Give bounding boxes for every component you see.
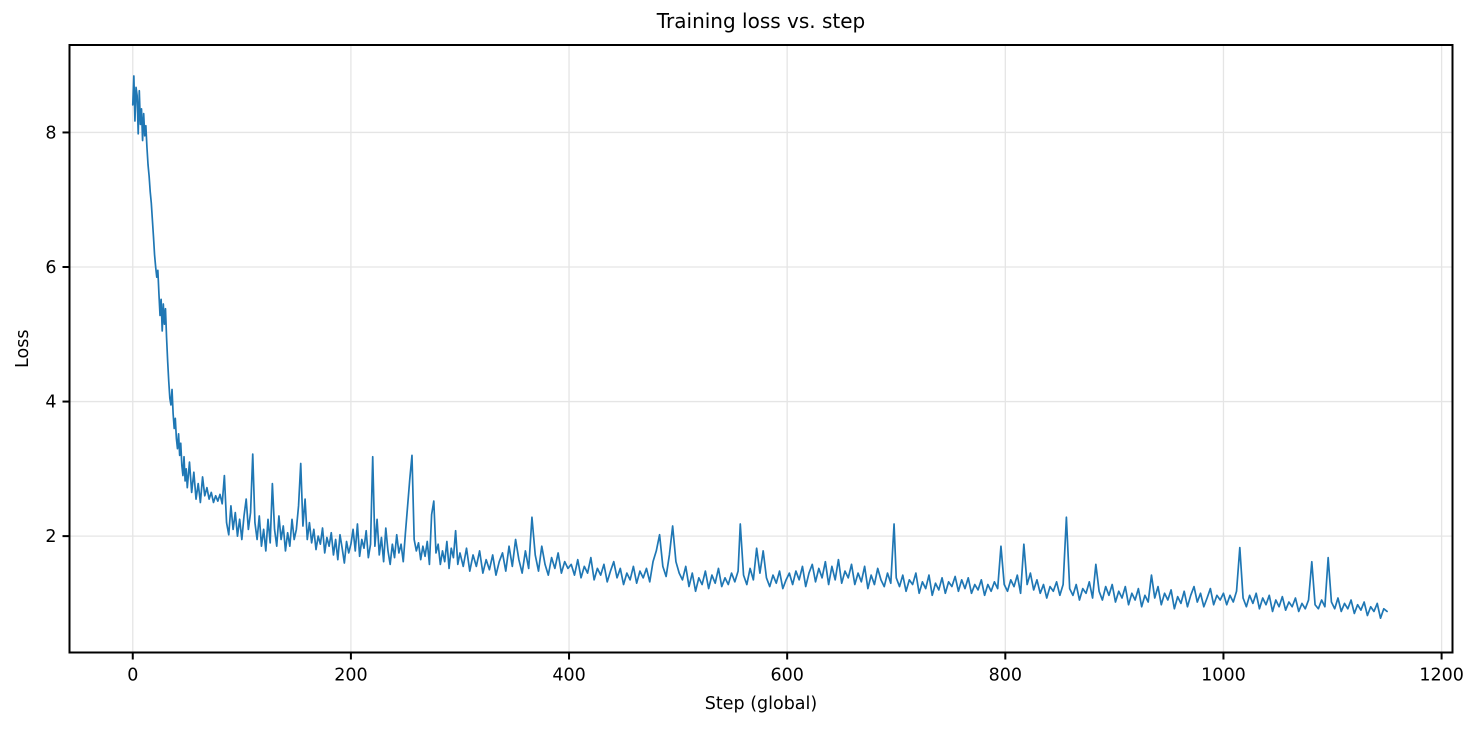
x-tick-label: 600 xyxy=(770,666,803,686)
y-tick-label: 6 xyxy=(45,258,56,278)
x-tick-label: 800 xyxy=(989,666,1022,686)
x-axis-label: Step (global) xyxy=(705,694,817,714)
y-axis-label: Loss xyxy=(13,330,33,368)
x-tick-label: 1000 xyxy=(1201,666,1246,686)
x-tick-label: 400 xyxy=(552,666,585,686)
x-tick-label: 1200 xyxy=(1419,666,1464,686)
x-tick-label: 200 xyxy=(334,666,367,686)
plot-border xyxy=(68,44,1454,654)
x-tick-label: 0 xyxy=(127,666,138,686)
tick-label-layer: 0 200 400 600 800 1000 1200 2 4 6 8 xyxy=(45,123,1464,685)
chart-title: Training loss vs. step xyxy=(656,9,866,33)
y-tick-label: 2 xyxy=(45,527,56,547)
grid-layer xyxy=(69,45,1453,653)
tick-layer xyxy=(62,131,1443,660)
loss-line xyxy=(131,75,1388,620)
series-layer xyxy=(131,75,1388,620)
y-tick-label: 8 xyxy=(45,123,56,143)
y-tick-label: 4 xyxy=(45,393,56,413)
